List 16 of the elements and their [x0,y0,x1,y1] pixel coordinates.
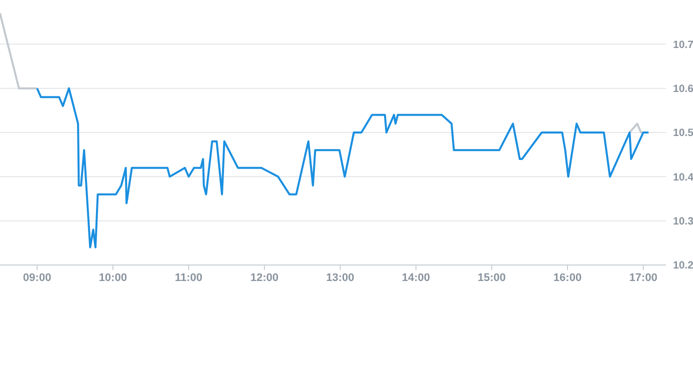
line-series [36,87,650,248]
x-tick-label: 13:00 [326,272,354,284]
y-tick-label: 10.3 [673,216,693,228]
x-tick-label: 12:00 [250,272,278,284]
x-tick-label: 10:00 [98,272,127,284]
x-tick-label: 09:00 [23,272,52,284]
y-tick-label: 10.2 [673,260,693,272]
x-tick-label: 16:00 [553,272,582,284]
y-tick-label: 10.7 [673,38,693,51]
y-tick-label: 10.6 [673,83,693,96]
x-tick-label: 14:00 [402,272,430,284]
y-tick-label: 10.5 [673,127,693,140]
x-tick-label: 15:00 [478,272,506,284]
x-tick-label: 17:00 [629,272,658,284]
x-tick-label: 11:00 [174,272,202,284]
y-tick-label: 10.4 [673,171,693,184]
